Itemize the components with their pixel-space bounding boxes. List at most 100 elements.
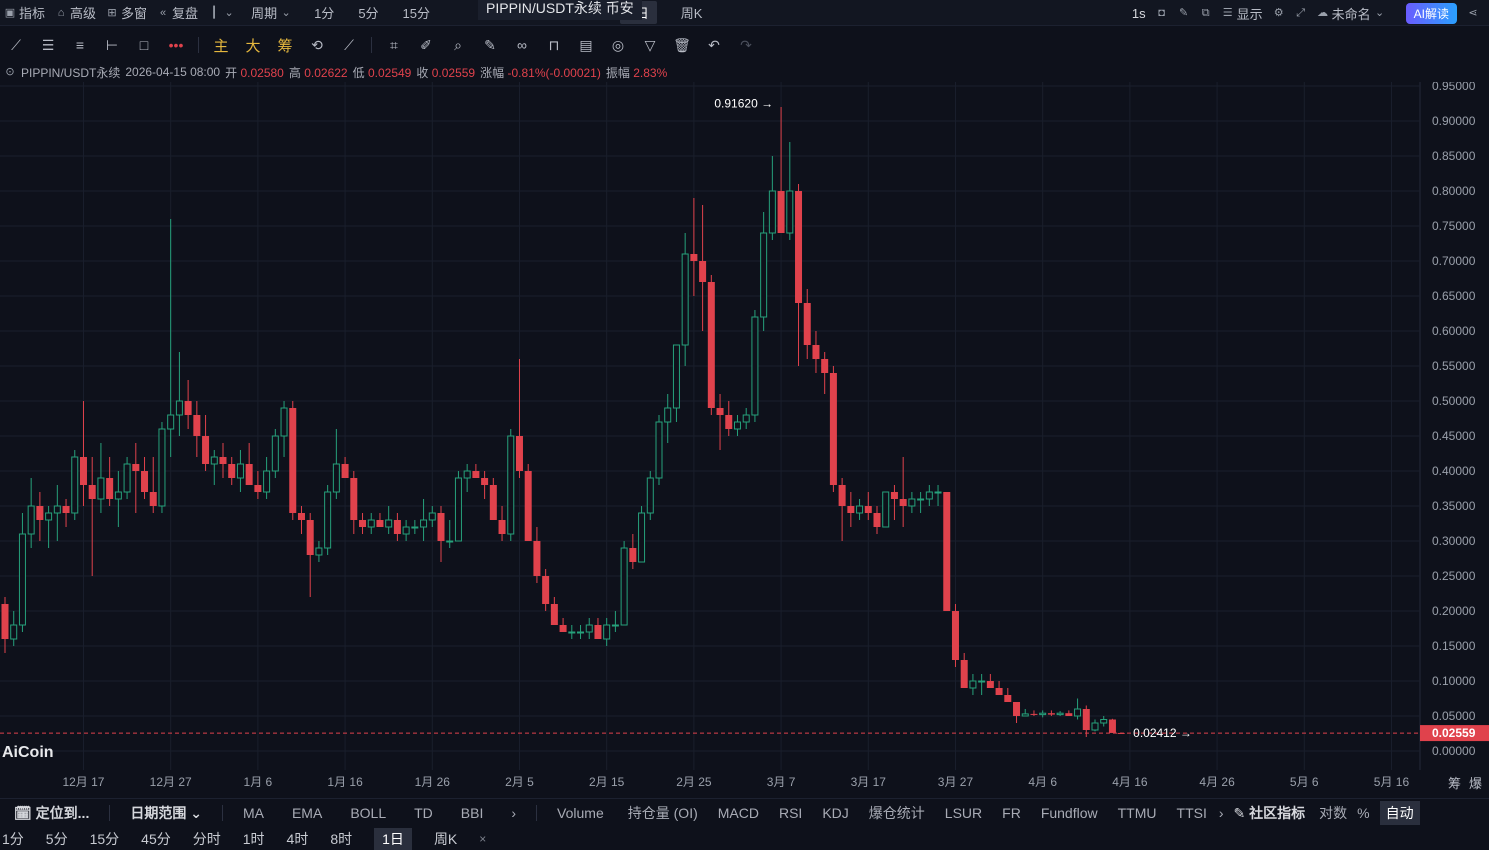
candle[interactable] — [969, 674, 977, 695]
sync-tool[interactable]: ⟲ — [301, 37, 333, 54]
liquidation-side-label[interactable]: 爆 — [1469, 777, 1482, 792]
sub-ind-kdj[interactable]: KDJ — [822, 804, 849, 821]
candle[interactable] — [917, 492, 925, 513]
candle[interactable] — [254, 471, 262, 499]
candle[interactable] — [986, 674, 994, 688]
candle[interactable] — [175, 352, 183, 436]
candle[interactable] — [1091, 719, 1099, 732]
auto-scale-toggle[interactable]: 自动 — [1379, 800, 1420, 825]
sub-ind-volume[interactable]: Volume — [557, 804, 604, 821]
candle[interactable] — [481, 471, 489, 499]
chip-side-label[interactable]: 筹 — [1448, 776, 1461, 792]
candle[interactable] — [437, 506, 445, 562]
candle[interactable] — [132, 443, 140, 513]
candle[interactable] — [882, 491, 890, 528]
candle[interactable] — [149, 457, 157, 513]
fullscreen-button[interactable]: ⤢ — [1295, 7, 1307, 19]
candle[interactable] — [594, 618, 602, 639]
replay-button[interactable]: «复盘 — [157, 3, 198, 22]
candle[interactable] — [672, 344, 680, 422]
candle[interactable] — [271, 429, 279, 478]
candle[interactable] — [856, 499, 864, 520]
period-bar-5m[interactable]: 5分 — [45, 830, 68, 847]
candle[interactable] — [550, 597, 558, 625]
candle[interactable] — [18, 513, 26, 632]
sub-ind-rsi[interactable]: RSI — [778, 804, 803, 821]
candle[interactable] — [1082, 705, 1090, 738]
candle[interactable] — [524, 464, 532, 541]
candle[interactable] — [786, 142, 794, 240]
candle[interactable] — [803, 289, 811, 359]
delete-tool[interactable]: 🗑 — [666, 37, 698, 54]
period-bar-timeshare[interactable]: 分时 — [192, 830, 221, 847]
candle[interactable] — [646, 471, 654, 520]
main-ind-boll[interactable]: BOLL — [350, 804, 387, 821]
period-1w[interactable]: 周K — [680, 6, 703, 21]
filter-tool[interactable]: ▽ — [634, 37, 666, 54]
candle[interactable] — [1065, 710, 1073, 716]
period-dropdown[interactable]: 周期 ⌄ — [251, 6, 291, 21]
link-tool[interactable]: ∞ — [506, 37, 538, 53]
sub-ind-macd[interactable]: MACD — [717, 804, 759, 821]
candle[interactable] — [228, 457, 236, 485]
candle[interactable] — [681, 233, 689, 366]
trend-line-tool[interactable]: ⟋ — [0, 37, 32, 54]
candle[interactable] — [210, 450, 218, 485]
undo-button[interactable]: ↶ — [698, 37, 730, 54]
candle[interactable] — [1, 597, 9, 653]
candle[interactable] — [699, 205, 707, 331]
candle[interactable] — [951, 604, 959, 667]
ai-analysis-button[interactable]: AI解读 — [1405, 2, 1457, 24]
candle[interactable] — [1056, 711, 1064, 716]
candle[interactable] — [193, 401, 201, 457]
candle[interactable] — [1030, 710, 1038, 716]
candle[interactable] — [733, 415, 741, 436]
candle[interactable] — [167, 219, 175, 457]
candle[interactable] — [332, 429, 340, 499]
settings-button[interactable]: ⚙ — [1273, 7, 1285, 19]
zoom-tool[interactable]: ⌕ — [442, 37, 474, 54]
candle[interactable] — [446, 520, 454, 548]
candle[interactable] — [79, 401, 87, 506]
advanced-button[interactable]: ⌂ 高级 — [55, 3, 96, 22]
candle[interactable] — [890, 485, 898, 520]
share-button[interactable]: ⋖ — [1467, 7, 1479, 19]
collapse-icon[interactable]: ⊙ — [5, 66, 15, 78]
candle[interactable] — [10, 611, 18, 646]
candle[interactable] — [899, 457, 907, 527]
candle[interactable] — [341, 457, 349, 478]
candle[interactable] — [507, 429, 515, 541]
candle[interactable] — [297, 506, 305, 534]
candle[interactable] — [420, 499, 428, 541]
sub-ind-ttsi[interactable]: TTSI — [1176, 804, 1207, 821]
sub-ind-lsur[interactable]: LSUR — [944, 804, 983, 821]
candle[interactable] — [585, 618, 593, 639]
edit-button[interactable]: ✎ — [1178, 7, 1190, 19]
main-ind-ma[interactable]: MA — [242, 804, 264, 821]
candle[interactable] — [1039, 710, 1047, 718]
candle[interactable] — [655, 415, 663, 485]
candle[interactable] — [45, 506, 53, 548]
display-button[interactable]: ☰ 显示 — [1222, 6, 1263, 22]
candle[interactable] — [638, 506, 646, 563]
sub-ind-fundflow[interactable]: Fundflow — [1040, 804, 1098, 821]
candle[interactable] — [1074, 698, 1082, 720]
candle[interactable] — [1021, 709, 1029, 717]
candle[interactable] — [245, 443, 253, 485]
candle[interactable] — [263, 457, 271, 499]
candle[interactable] — [515, 359, 523, 478]
candle[interactable] — [1004, 688, 1012, 702]
main-ind-ema[interactable]: EMA — [291, 804, 323, 821]
candle[interactable] — [306, 513, 314, 597]
candle[interactable] — [114, 471, 122, 527]
chart-type-button[interactable]: ┃ ⌄ — [208, 7, 235, 19]
candle[interactable] — [27, 478, 35, 548]
candle[interactable] — [847, 492, 855, 527]
candle[interactable] — [1013, 702, 1021, 723]
lock-tool[interactable]: ⊓ — [538, 37, 570, 54]
candle[interactable] — [280, 401, 288, 457]
candle[interactable] — [542, 569, 550, 611]
measure-tool[interactable]: ⟋ — [333, 37, 365, 54]
candle[interactable] — [376, 513, 384, 527]
candle[interactable] — [760, 212, 768, 331]
